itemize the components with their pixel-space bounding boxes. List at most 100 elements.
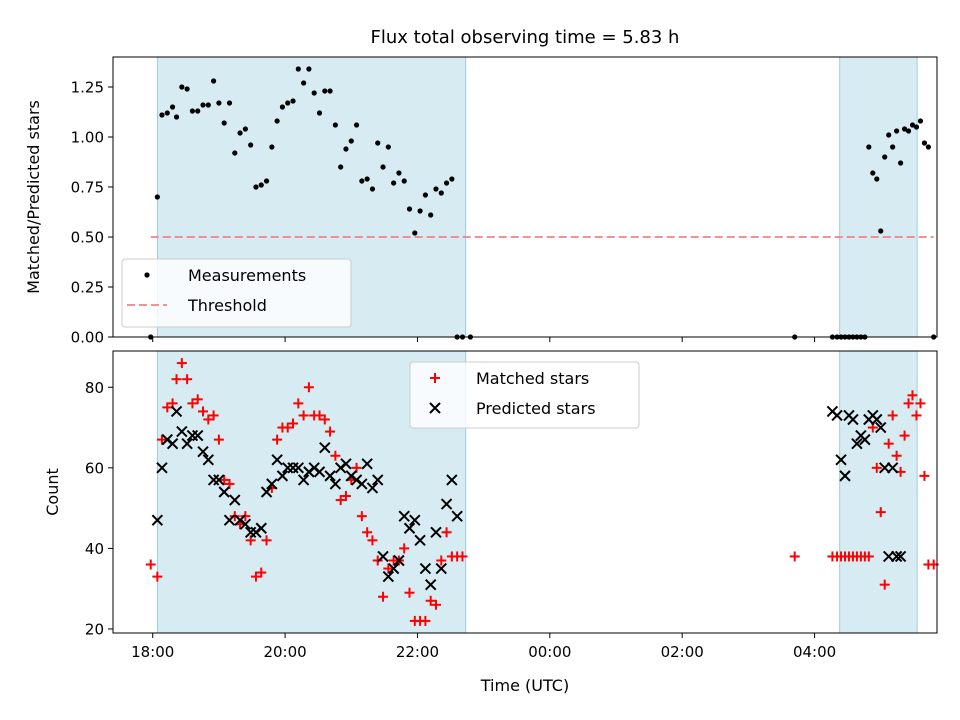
- matched-stars-point: [288, 418, 299, 429]
- predicted-stars-point: [271, 454, 283, 466]
- matched-stars-point: [245, 535, 256, 546]
- matched-stars-point: [883, 438, 894, 449]
- measurement-point: [897, 160, 904, 166]
- matched-stars-point: [919, 470, 930, 481]
- matched-stars-point: [208, 410, 219, 421]
- matched-stars-point: [915, 398, 926, 409]
- measurement-point: [285, 100, 291, 106]
- predicted-stars-point: [197, 446, 209, 458]
- predicted-stars-point: [831, 409, 843, 422]
- predicted-stars-point: [356, 478, 368, 490]
- legend-label: Matched stars: [476, 369, 589, 388]
- matched-stars-point: [911, 410, 922, 421]
- measurement-point: [401, 178, 407, 184]
- legend-label: Threshold: [187, 296, 267, 315]
- predicted-stars-point: [835, 454, 847, 466]
- measurement-point: [316, 110, 323, 116]
- bottom-series: [145, 358, 939, 626]
- predicted-stars-point: [292, 462, 305, 474]
- matched-stars-point: [879, 579, 890, 590]
- measurement-point: [905, 128, 912, 134]
- matched-stars-point: [192, 394, 203, 405]
- matched-stars-point: [224, 478, 235, 489]
- measurement-point: [164, 110, 170, 116]
- bottom-xlabel: Time (UTC): [480, 676, 569, 695]
- x-tick-label: 20:00: [263, 643, 306, 661]
- measurement-point: [913, 124, 920, 130]
- top-x-ticks: [152, 337, 816, 342]
- measurement-point: [890, 144, 896, 150]
- measurement-point: [385, 144, 391, 150]
- predicted-stars-point: [176, 425, 188, 438]
- matched-stars-point: [314, 410, 325, 421]
- measurement-point: [295, 66, 301, 72]
- predicted-stars-point: [218, 486, 230, 498]
- x-tick-label: 00:00: [528, 643, 571, 661]
- measurement-point: [866, 144, 872, 150]
- matched-stars-point: [152, 571, 163, 582]
- predicted-stars-point: [409, 514, 421, 526]
- measurement-point: [226, 100, 233, 106]
- measurement-point: [269, 144, 275, 150]
- matched-stars-point: [303, 382, 314, 393]
- x-tick-label: 04:00: [793, 643, 836, 661]
- measurement-point: [237, 130, 243, 136]
- predicted-stars-point: [387, 562, 400, 575]
- measurement-point: [369, 186, 376, 192]
- measurement-point: [248, 142, 254, 148]
- measurement-point: [433, 186, 439, 192]
- shaded-interval: [839, 56, 918, 338]
- matched-stars-point: [335, 495, 346, 506]
- top-y-ticks: 0.00 0.25 0.50 0.75 1.00 1.25: [71, 79, 113, 347]
- bottom-plot-frame: [112, 350, 938, 634]
- measurement-point: [428, 212, 434, 218]
- matched-stars-point: [367, 535, 378, 546]
- measurement-point: [216, 100, 222, 106]
- measurement-point: [443, 180, 450, 186]
- predicted-stars-point: [170, 405, 183, 418]
- predicted-stars-point: [398, 510, 410, 522]
- matched-stars-point: [891, 450, 902, 461]
- matched-stars-point: [256, 567, 267, 578]
- matched-stars-point: [213, 434, 224, 445]
- matched-stars-point: [457, 551, 468, 562]
- measurement-point: [882, 154, 888, 160]
- measurement-point: [173, 114, 180, 120]
- measurement-point: [279, 104, 286, 110]
- matched-stars-point: [362, 527, 373, 538]
- legend-handle: [429, 402, 441, 414]
- measurement-point: [242, 126, 248, 132]
- predicted-stars-point: [260, 486, 273, 498]
- measurement-point: [327, 88, 333, 94]
- matched-stars-point: [871, 462, 882, 473]
- x-tick-label: 22:00: [396, 643, 439, 661]
- y-tick-label: 20: [85, 620, 104, 638]
- measurement-point: [359, 178, 365, 184]
- legend-label: Measurements: [188, 266, 306, 285]
- predicted-stars-point: [859, 433, 871, 446]
- measurement-point: [375, 140, 381, 146]
- predicted-stars-point: [297, 474, 310, 486]
- predicted-stars-point: [223, 514, 236, 526]
- measurement-point: [179, 84, 185, 90]
- bottom-ylabel: Count: [43, 468, 62, 516]
- measurement-point: [332, 122, 338, 128]
- predicted-stars-point: [340, 458, 352, 470]
- predicted-stars-point: [393, 554, 405, 567]
- predicted-stars-point: [894, 550, 907, 563]
- matched-stars-point: [293, 398, 304, 409]
- predicted-stars-point: [403, 522, 416, 534]
- predicted-stars-point: [839, 470, 851, 482]
- predicted-stars-point: [890, 550, 903, 563]
- predicted-stars-point: [361, 458, 373, 470]
- predicted-stars-point: [329, 478, 342, 490]
- measurement-point: [406, 206, 413, 212]
- matched-stars-point: [863, 551, 874, 562]
- predicted-stars-point: [156, 462, 168, 474]
- legend-handle: [430, 373, 440, 383]
- predicted-stars-point: [324, 470, 336, 482]
- predicted-stars-point: [213, 474, 225, 486]
- matched-stars-point: [383, 563, 394, 574]
- matched-stars-point: [282, 422, 293, 433]
